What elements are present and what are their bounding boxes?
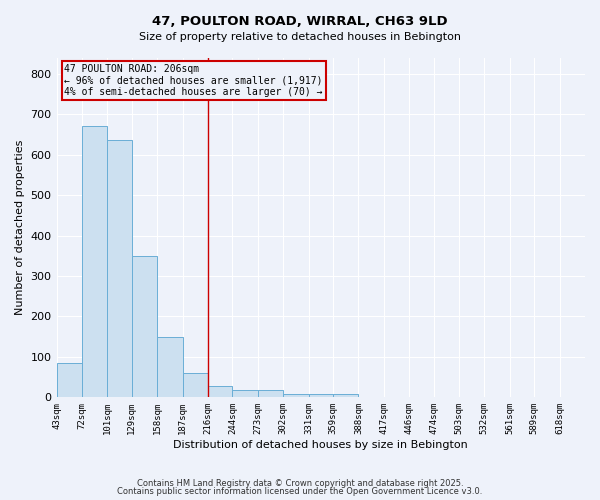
Bar: [258, 390, 283, 398]
Bar: [107, 140, 132, 398]
Bar: [208, 386, 232, 398]
Text: Size of property relative to detached houses in Bebington: Size of property relative to detached ho…: [139, 32, 461, 42]
Text: 47 POULTON ROAD: 206sqm
← 96% of detached houses are smaller (1,917)
4% of semi-: 47 POULTON ROAD: 206sqm ← 96% of detache…: [64, 64, 323, 98]
Text: Contains HM Land Registry data © Crown copyright and database right 2025.: Contains HM Land Registry data © Crown c…: [137, 478, 463, 488]
Bar: [82, 126, 107, 398]
Bar: [157, 338, 182, 398]
Bar: [232, 390, 258, 398]
Bar: [283, 394, 308, 398]
Bar: [333, 394, 358, 398]
X-axis label: Distribution of detached houses by size in Bebington: Distribution of detached houses by size …: [173, 440, 468, 450]
Bar: [132, 256, 157, 398]
Y-axis label: Number of detached properties: Number of detached properties: [15, 140, 25, 315]
Bar: [56, 363, 82, 398]
Bar: [308, 394, 333, 398]
Bar: [182, 373, 208, 398]
Text: 47, POULTON ROAD, WIRRAL, CH63 9LD: 47, POULTON ROAD, WIRRAL, CH63 9LD: [152, 15, 448, 28]
Text: Contains public sector information licensed under the Open Government Licence v3: Contains public sector information licen…: [118, 487, 482, 496]
